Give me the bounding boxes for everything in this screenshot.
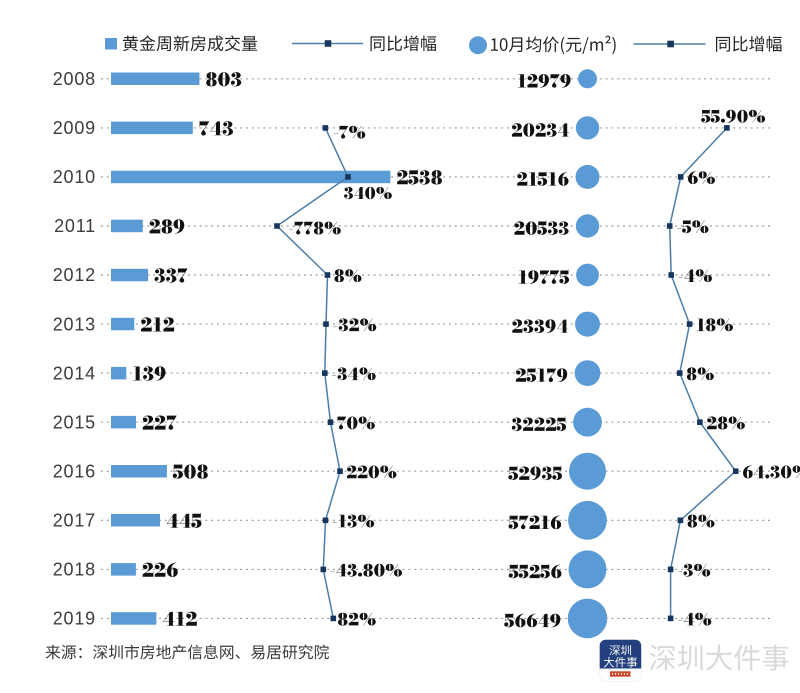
svg-text:2019: 2019 — [53, 609, 96, 629]
svg-text:2012: 2012 — [53, 265, 96, 285]
svg-text:2008: 2008 — [53, 69, 96, 89]
svg-text:2013: 2013 — [53, 314, 96, 334]
svg-text:2014: 2014 — [53, 363, 96, 383]
svg-text:2015: 2015 — [53, 412, 96, 432]
svg-text:2009: 2009 — [53, 118, 96, 138]
svg-text:2016: 2016 — [53, 461, 96, 481]
svg-text:2011: 2011 — [54, 216, 96, 236]
svg-text:2018: 2018 — [53, 560, 96, 580]
svg-text:2010: 2010 — [53, 167, 96, 187]
svg-text:2017: 2017 — [53, 511, 96, 531]
